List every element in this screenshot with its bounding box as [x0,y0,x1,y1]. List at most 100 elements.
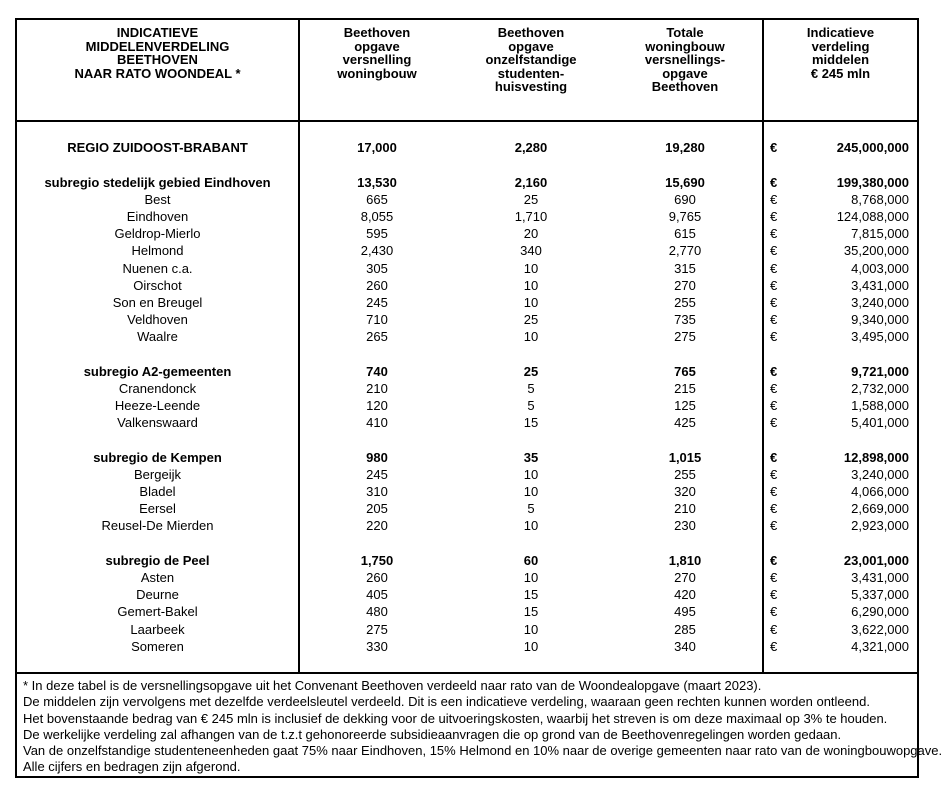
spacer-row [17,654,917,672]
euro-sign: € [770,294,778,310]
cell-versnelling: 265 [366,329,388,345]
cell-studenten: 15 [523,587,539,603]
cell-studenten: 10 [523,569,539,585]
cell-gemeente: Eersel [17,500,300,518]
cell-middelen: €3,240,000 [762,293,917,312]
cell-versnelling: 2,430 [360,243,394,259]
cell-studenten [454,345,608,362]
cell-studenten: 340 [520,243,542,259]
amount: 4,321,000 [851,638,909,654]
cell-gemeente: Bladel [17,482,300,501]
cell-versnelling: 595 [366,226,388,242]
cell-versnelling: 260 [366,569,388,585]
cell-totale [608,431,762,448]
cell-middelen: €3,240,000 [762,465,917,483]
euro-sign: € [770,501,778,517]
cell-gemeente: Geldrop-Mierlo [17,225,300,243]
cell-studenten [454,431,608,448]
cell-versnelling: 210 [366,380,388,396]
amount: 35,200,000 [843,243,909,259]
amount: 3,622,000 [851,621,909,637]
header-studentenhuisvesting: Beethoven opgave onzelfstandige studente… [485,25,577,94]
cell-middelen: €5,337,000 [762,586,917,604]
table-row-subregio-a2-gemeenten: subregio A2-gemeenten 740 25 765 €9,721,000 [17,362,917,380]
cell-totale: 615 [674,226,696,242]
cell-versnelling: 13,530 [357,174,397,190]
euro-sign: € [770,243,778,259]
table-row-nuenen-c-a: Nuenen c.a. 305 10 315 €4,003,000 [17,259,917,277]
footnote-line: Het bovenstaande bedrag van € 245 mln is… [23,710,888,726]
amount: 245,000,000 [836,140,909,156]
amount: 9,721,000 [851,363,909,379]
euro-sign: € [770,604,778,620]
euro-sign: € [770,569,778,585]
cell-middelen: €3,431,000 [762,276,917,294]
cell-versnelling: 330 [366,638,388,654]
euro-sign: € [770,552,778,568]
cell-gemeente: Nuenen c.a. [17,259,300,277]
cell-totale [608,156,762,173]
cell-studenten: 10 [523,621,539,637]
cell-versnelling: 310 [366,484,388,500]
euro-sign: € [770,621,778,637]
cell-gemeente: Reusel-De Mierden [17,517,300,535]
cell-versnelling [300,655,454,672]
cell-totale: 215 [674,380,696,396]
cell-studenten: 35 [523,449,539,465]
table-row-reusel-de-mierden: Reusel-De Mierden 220 10 230 €2,923,000 [17,517,917,535]
cell-studenten: 2,280 [514,140,548,156]
euro-sign: € [770,363,778,379]
cell-middelen [762,431,917,449]
cell-totale: 315 [674,260,696,276]
amount: 3,240,000 [851,466,909,482]
footnote-line: Van de onzelfstandige studenteneenheden … [23,743,943,759]
cell-gemeente [17,534,300,552]
cell-totale: 210 [674,501,696,517]
cell-gemeente: subregio de Peel [17,551,300,569]
cell-totale: 275 [674,329,696,345]
amount: 3,431,000 [851,277,909,293]
amount: 4,003,000 [851,260,909,276]
cell-studenten: 2,160 [514,174,548,190]
cell-totale: 495 [674,604,696,620]
cell-totale [608,122,762,139]
cell-middelen [762,654,917,672]
cell-totale: 270 [674,569,696,585]
cell-versnelling: 665 [366,191,388,207]
cell-versnelling: 405 [366,587,388,603]
cell-totale: 270 [674,277,696,293]
euro-sign: € [770,329,778,345]
amount: 9,340,000 [851,312,909,328]
cell-gemeente: Someren [17,637,300,655]
cell-versnelling: 710 [366,312,388,328]
cell-totale [608,535,762,552]
cell-studenten: 25 [523,191,539,207]
table-row-veldhoven: Veldhoven 710 25 735 €9,340,000 [17,311,917,329]
footnote-line: De middelen zijn vervolgens met dezelfde… [23,694,870,710]
cell-totale: 285 [674,621,696,637]
cell-middelen: €1,588,000 [762,397,917,415]
cell-studenten: 10 [523,484,539,500]
amount: 1,588,000 [851,398,909,414]
table-row-helmond: Helmond 2,430 340 2,770 €35,200,000 [17,242,917,260]
cell-middelen: €5,401,000 [762,414,917,432]
cell-totale [608,655,762,672]
cell-middelen: €8,768,000 [762,190,917,208]
cell-gemeente: Oirschot [17,276,300,294]
amount: 12,898,000 [843,449,909,465]
cell-gemeente [17,345,300,363]
table-row-bergeijk: Bergeijk 245 10 255 €3,240,000 [17,465,917,483]
spacer-row [17,534,917,552]
table-row-asten: Asten 260 10 270 €3,431,000 [17,568,917,587]
cell-studenten: 10 [523,260,539,276]
euro-sign: € [770,226,778,242]
euro-sign: € [770,174,778,190]
cell-middelen: €23,001,000 [762,551,917,569]
amount: 2,669,000 [851,501,909,517]
amount: 3,240,000 [851,294,909,310]
euro-sign: € [770,312,778,328]
header-title: INDICATIEVE MIDDELENVERDELING BEETHOVEN … [17,20,300,120]
amount: 199,380,000 [836,174,909,190]
cell-gemeente: REGIO ZUIDOOST-BRABANT [17,139,300,157]
cell-gemeente: Heeze-Leende [17,397,300,415]
